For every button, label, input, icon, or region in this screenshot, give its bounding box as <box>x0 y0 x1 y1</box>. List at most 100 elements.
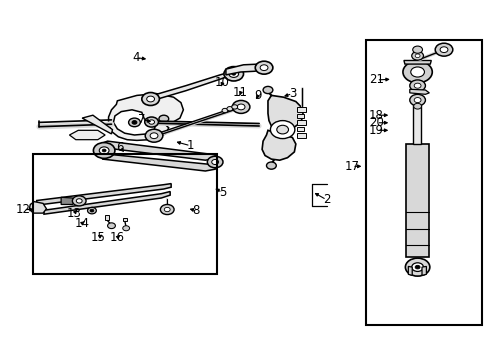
Circle shape <box>260 65 267 71</box>
Circle shape <box>237 104 244 110</box>
Circle shape <box>145 129 163 142</box>
Circle shape <box>150 133 158 139</box>
Circle shape <box>211 159 218 165</box>
Circle shape <box>405 258 429 276</box>
Text: 20: 20 <box>368 116 383 129</box>
Text: 1: 1 <box>186 139 194 152</box>
Circle shape <box>413 83 420 88</box>
Bar <box>412 102 420 144</box>
Circle shape <box>99 147 109 154</box>
Circle shape <box>122 226 129 231</box>
Circle shape <box>231 72 235 75</box>
Circle shape <box>76 199 82 203</box>
Circle shape <box>132 121 137 124</box>
Circle shape <box>263 86 272 94</box>
Polygon shape <box>407 266 411 275</box>
Text: 17: 17 <box>344 160 359 173</box>
Circle shape <box>439 47 447 53</box>
Text: 3: 3 <box>288 87 296 100</box>
Polygon shape <box>108 94 183 140</box>
Circle shape <box>410 67 424 77</box>
Polygon shape <box>37 184 171 205</box>
Text: 2: 2 <box>322 193 330 206</box>
Polygon shape <box>403 60 430 64</box>
Circle shape <box>228 70 238 77</box>
Polygon shape <box>225 64 264 75</box>
Circle shape <box>159 115 168 122</box>
Polygon shape <box>409 89 428 94</box>
Circle shape <box>226 107 232 111</box>
Circle shape <box>434 43 452 56</box>
Circle shape <box>411 263 423 271</box>
Text: 5: 5 <box>218 186 226 199</box>
Circle shape <box>414 54 419 58</box>
Circle shape <box>276 125 288 134</box>
Circle shape <box>232 100 249 113</box>
Bar <box>297 107 305 112</box>
Text: 9: 9 <box>254 89 262 102</box>
Circle shape <box>144 117 158 127</box>
Circle shape <box>160 204 174 215</box>
Circle shape <box>164 207 170 212</box>
Text: 12: 12 <box>16 203 31 216</box>
Circle shape <box>231 105 237 109</box>
Circle shape <box>414 265 419 269</box>
Circle shape <box>87 207 96 214</box>
Bar <box>105 215 109 220</box>
Circle shape <box>148 120 154 124</box>
Text: 18: 18 <box>368 109 383 122</box>
Text: 16: 16 <box>110 231 124 244</box>
Circle shape <box>107 223 115 229</box>
Circle shape <box>266 162 276 169</box>
Polygon shape <box>102 154 215 171</box>
Bar <box>405 144 428 257</box>
Circle shape <box>255 61 272 74</box>
Circle shape <box>411 51 423 60</box>
Polygon shape <box>82 115 112 134</box>
Polygon shape <box>262 130 295 160</box>
Circle shape <box>207 156 223 168</box>
Circle shape <box>413 98 420 103</box>
Circle shape <box>409 94 425 106</box>
Polygon shape <box>61 197 76 204</box>
Text: 4: 4 <box>132 51 140 64</box>
Circle shape <box>413 103 421 109</box>
Polygon shape <box>29 202 46 213</box>
Circle shape <box>224 67 243 81</box>
Text: 14: 14 <box>75 217 89 230</box>
Text: 21: 21 <box>368 73 383 86</box>
Text: 6: 6 <box>116 141 123 154</box>
Polygon shape <box>44 192 170 214</box>
Polygon shape <box>69 130 105 140</box>
Text: 15: 15 <box>90 231 105 244</box>
Circle shape <box>412 46 422 53</box>
Text: 10: 10 <box>215 76 229 89</box>
Circle shape <box>90 209 94 212</box>
Bar <box>297 114 304 118</box>
Circle shape <box>409 80 425 91</box>
Text: 7: 7 <box>138 113 145 126</box>
Text: 11: 11 <box>233 86 247 99</box>
Text: 19: 19 <box>368 124 383 137</box>
Circle shape <box>102 149 106 152</box>
Bar <box>297 127 304 131</box>
Circle shape <box>222 108 227 113</box>
Polygon shape <box>102 141 215 160</box>
Circle shape <box>72 196 86 206</box>
Bar <box>297 133 305 138</box>
Text: 8: 8 <box>191 204 199 217</box>
Circle shape <box>93 143 115 158</box>
Bar <box>297 120 305 125</box>
Circle shape <box>128 118 140 127</box>
Circle shape <box>142 93 159 105</box>
Circle shape <box>270 121 294 139</box>
Circle shape <box>402 61 431 83</box>
Text: 13: 13 <box>67 207 81 220</box>
Bar <box>33 154 216 274</box>
Bar <box>123 218 126 221</box>
Polygon shape <box>149 72 229 102</box>
Polygon shape <box>421 266 426 275</box>
Bar <box>365 40 481 325</box>
Circle shape <box>146 96 154 102</box>
Polygon shape <box>267 95 303 130</box>
